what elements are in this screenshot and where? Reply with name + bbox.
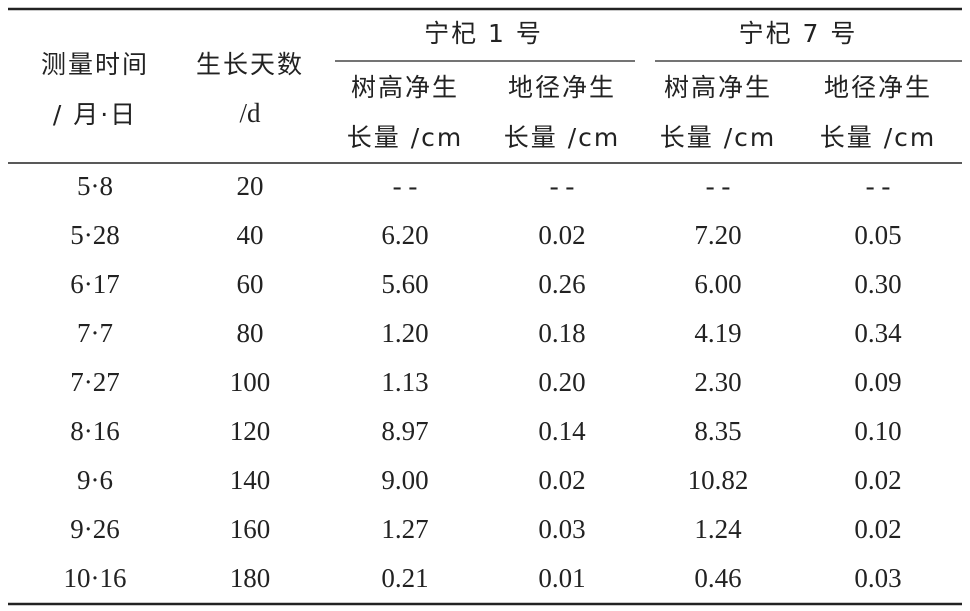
cell: 0.14 (538, 416, 586, 446)
cell: 0.34 (854, 318, 902, 348)
cell: 9·6 (77, 465, 113, 495)
cell: 8.97 (381, 416, 428, 446)
cell: 8.35 (694, 416, 741, 446)
column-header: 测量时间 (41, 50, 149, 79)
cell: 0.01 (538, 563, 585, 593)
cell: 0.02 (854, 514, 901, 544)
column-header: / 月·日 (53, 100, 137, 129)
cell: 1.27 (381, 514, 428, 544)
cell: 0.03 (538, 514, 585, 544)
column-header: 地径净生 (824, 73, 932, 102)
cell: 5·28 (70, 220, 120, 250)
column-header: /d (239, 98, 261, 128)
cell: 1.13 (381, 367, 428, 397)
cell: 9.00 (381, 465, 428, 495)
column-header: 长量 /cm (660, 123, 776, 152)
cell: 0.18 (538, 318, 585, 348)
cell: 0.10 (854, 416, 901, 446)
cell: 80 (237, 318, 264, 348)
cell: 0.02 (538, 465, 585, 495)
cell: 20 (237, 171, 264, 201)
cell: 6.00 (694, 269, 741, 299)
cell: 0.02 (538, 220, 585, 250)
group-header: 宁杞 7 号 (739, 19, 858, 48)
cell: 0.02 (854, 465, 901, 495)
cell: - - (550, 171, 575, 201)
cell: 5·8 (77, 171, 113, 201)
cell: 0.30 (854, 269, 901, 299)
cell: 2.30 (694, 367, 741, 397)
cell: 10.82 (688, 465, 749, 495)
cell: 120 (230, 416, 271, 446)
column-header: 长量 /cm (347, 123, 463, 152)
cell: 60 (237, 269, 264, 299)
cell: 0.09 (854, 367, 901, 397)
cell: 5.60 (381, 269, 428, 299)
column-header: 长量 /cm (820, 123, 936, 152)
cell: 9·26 (70, 514, 120, 544)
group-header: 宁杞 1 号 (424, 19, 543, 48)
cell: 1.20 (381, 318, 428, 348)
column-header: 树高净生 (664, 73, 772, 102)
column-header: 长量 /cm (504, 123, 620, 152)
cell: 140 (230, 465, 271, 495)
cell: 7·27 (70, 367, 120, 397)
cell: 180 (230, 563, 271, 593)
cell: - - (393, 171, 418, 201)
cell: - - (866, 171, 891, 201)
cell: 10·16 (64, 563, 127, 593)
cell: 0.46 (694, 563, 741, 593)
cell: 6·17 (70, 269, 120, 299)
cell: 100 (230, 367, 271, 397)
cell: - - (706, 171, 731, 201)
cell: 6.20 (381, 220, 428, 250)
column-header: 地径净生 (508, 73, 616, 102)
cell: 1.24 (694, 514, 742, 544)
cell: 40 (237, 220, 264, 250)
cell: 0.26 (538, 269, 585, 299)
cell: 7·7 (77, 318, 113, 348)
cell: 160 (230, 514, 271, 544)
cell: 7.20 (694, 220, 741, 250)
column-header: 生长天数 (196, 50, 304, 79)
cell: 0.05 (854, 220, 901, 250)
cell: 8·16 (70, 416, 120, 446)
cell: 0.21 (381, 563, 428, 593)
cell: 0.20 (538, 367, 585, 397)
cell: 4.19 (694, 318, 741, 348)
column-header: 树高净生 (351, 73, 459, 102)
cell: 0.03 (854, 563, 901, 593)
